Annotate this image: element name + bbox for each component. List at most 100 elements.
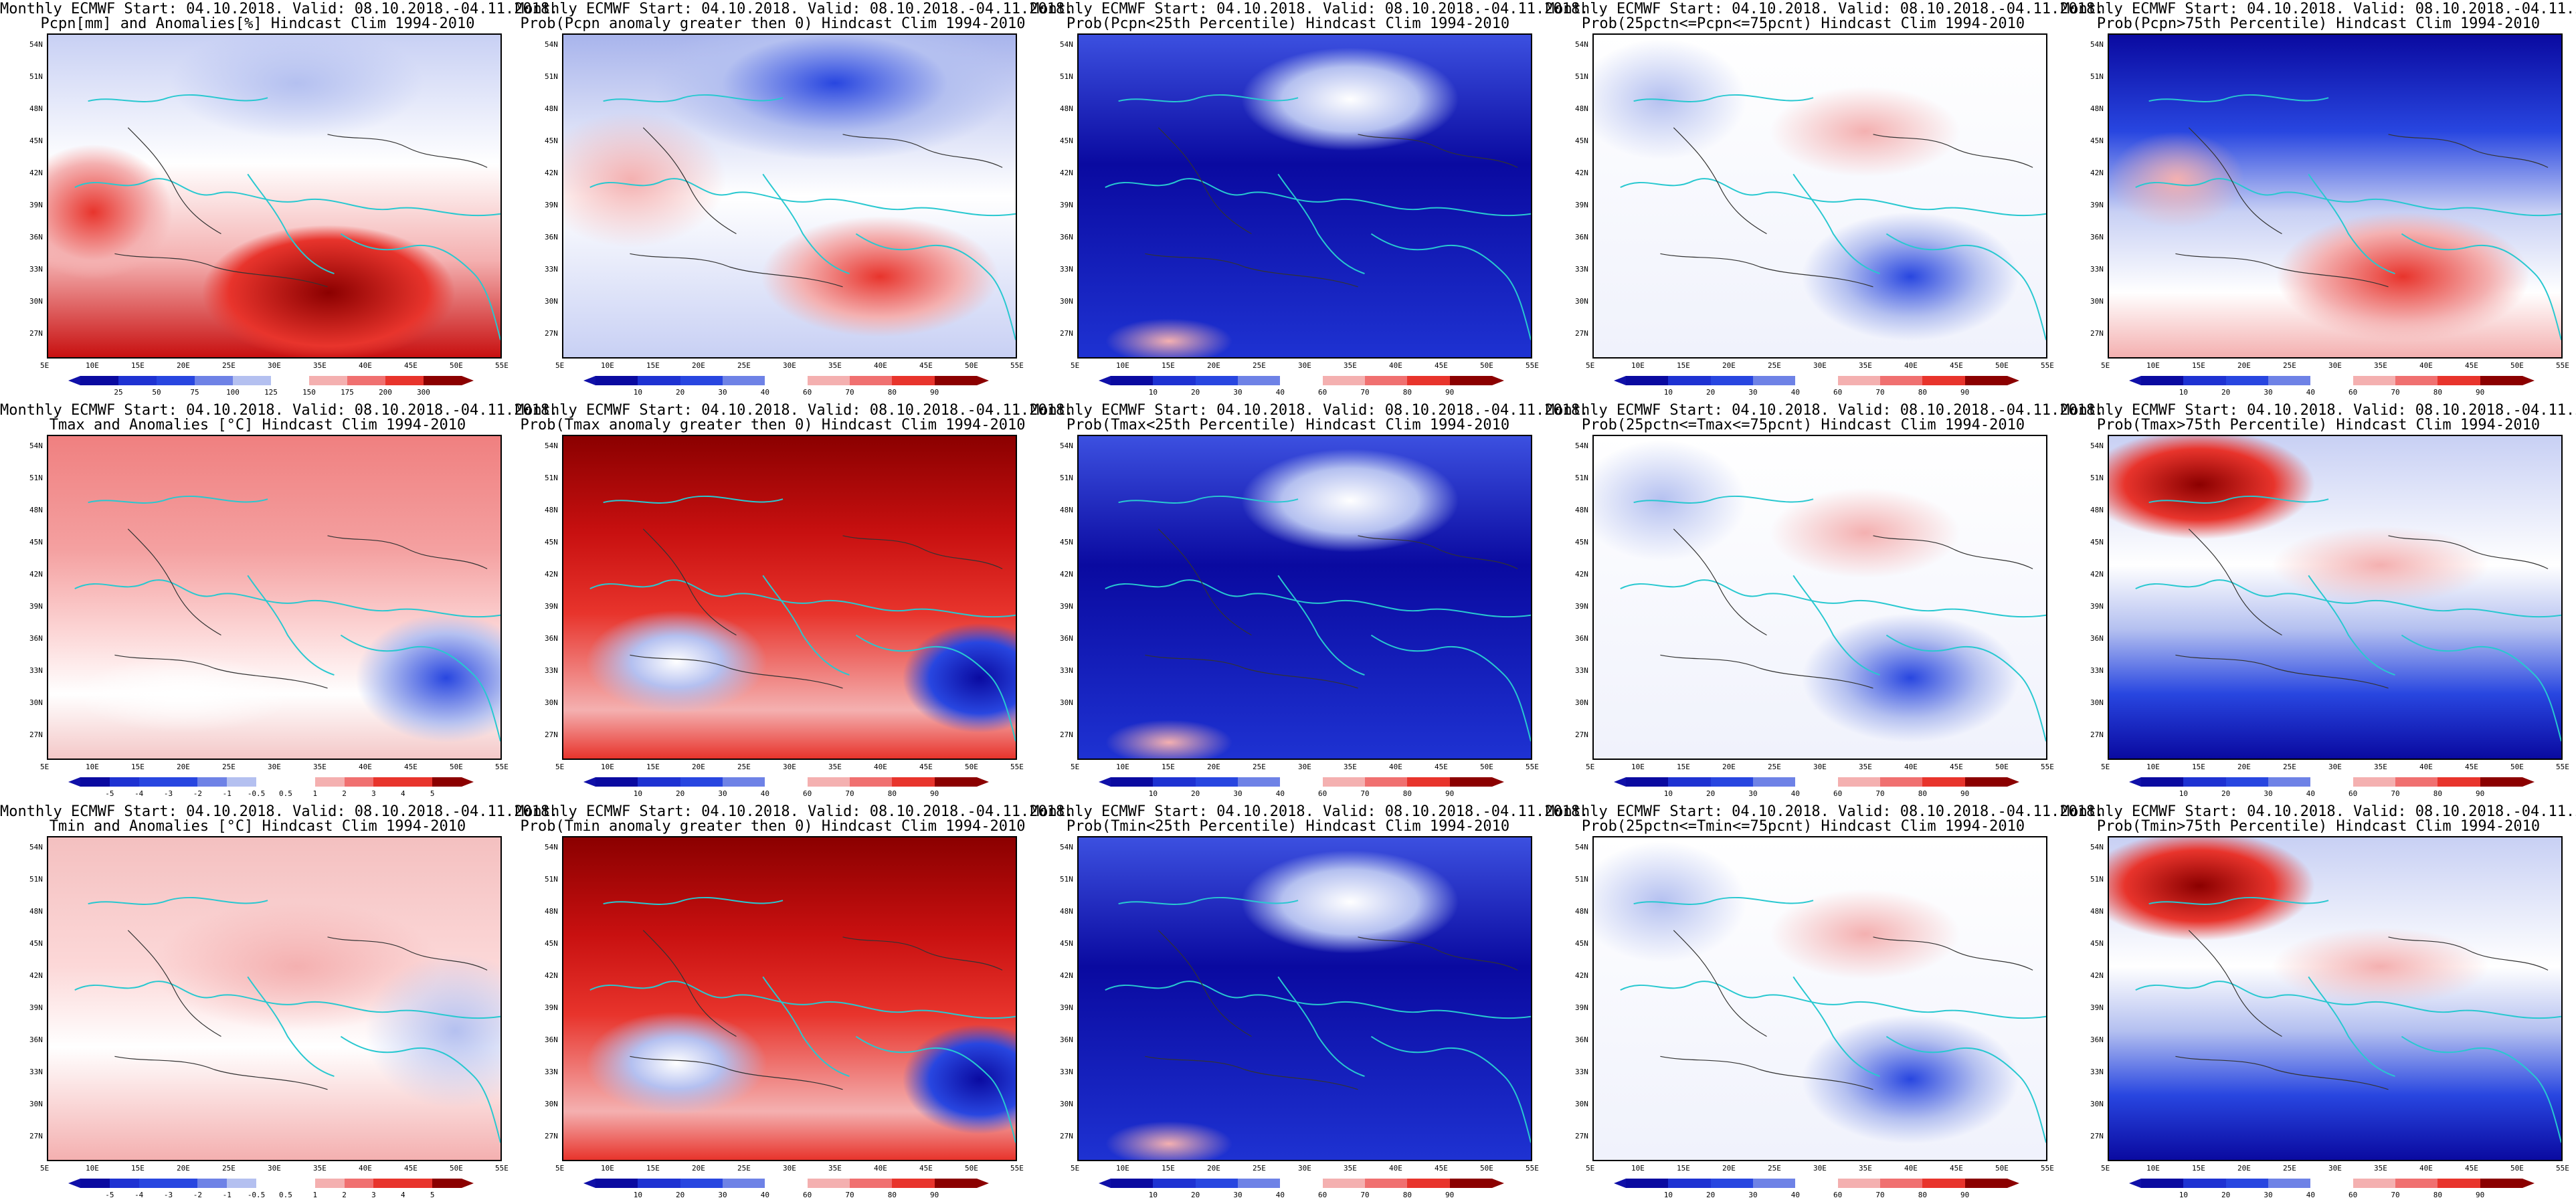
- colorbar-segment: [2395, 376, 2438, 385]
- coastline: [1620, 981, 2046, 1019]
- map-field: [47, 836, 502, 1161]
- colorbar-segment: [1668, 376, 1711, 385]
- panel-title-line1: Monthly ECMWF Start: 04.10.2018. Valid: …: [2061, 803, 2576, 820]
- lat-tick-label: 27N: [29, 730, 43, 739]
- lat-tick-label: 54N: [545, 40, 558, 49]
- colorbar-tick-label: 70: [845, 388, 854, 397]
- colorbar-segment: [432, 777, 462, 787]
- coastline: [74, 178, 500, 217]
- lon-tick-label: 40E: [1904, 1164, 1918, 1173]
- coastline: [1105, 178, 1531, 217]
- lon-tick-label: 15E: [131, 1164, 145, 1173]
- lat-tick-label: 33N: [1575, 265, 1588, 274]
- colorbar: [1099, 777, 1504, 787]
- contour-line: [1145, 253, 1358, 288]
- colorbar-tick-label: 80: [1402, 789, 1412, 798]
- lat-tick-label: 33N: [545, 265, 558, 274]
- contour-line: [1158, 930, 1252, 1037]
- lon-tick-label: 55E: [1526, 361, 1539, 370]
- lat-tick-label: 27N: [29, 1132, 43, 1140]
- lat-tick-label: 27N: [1575, 730, 1588, 739]
- colorbar-min-arrow: [1614, 376, 1626, 385]
- lat-tick-label: 27N: [545, 1132, 558, 1140]
- coastline-overlay: [2135, 94, 2561, 340]
- colorbar-min-arrow: [583, 376, 595, 385]
- lon-tick-label: 25E: [1253, 763, 1266, 771]
- panel-title-line2: Prob(Tmin>75th Percentile) Hindcast Clim…: [2096, 818, 2541, 835]
- lon-tick-label: 55E: [495, 763, 509, 771]
- coastline-overlay: [1620, 94, 2046, 340]
- lon-tick-label: 25E: [1253, 361, 1266, 370]
- contour-line: [1673, 528, 1767, 636]
- coastline: [1105, 579, 1531, 618]
- colorbar-segment: [2395, 777, 2438, 787]
- colorbar-segment: [2395, 1179, 2438, 1188]
- colorbar-segment: [1964, 1179, 2007, 1188]
- lon-tick-label: 20E: [1722, 763, 1736, 771]
- colorbar: [2129, 777, 2535, 787]
- lat-tick-label: 54N: [1575, 441, 1588, 450]
- lon-tick-label: 30E: [1813, 763, 1827, 771]
- coastline: [1792, 575, 1880, 676]
- coastline: [589, 178, 1016, 217]
- contour-line: [642, 528, 737, 636]
- coastline: [855, 1035, 1016, 1143]
- lat-tick-label: 39N: [1575, 201, 1588, 209]
- lon-tick-label: 35E: [828, 361, 842, 370]
- lat-tick-label: 51N: [2090, 72, 2104, 81]
- lon-tick-label: 25E: [222, 1164, 236, 1173]
- colorbar-tick-label: 80: [1402, 388, 1412, 397]
- colorbar-min-arrow: [2129, 376, 2141, 385]
- lat-tick-label: 39N: [545, 1003, 558, 1012]
- lat-tick-label: 36N: [545, 634, 558, 643]
- lat-tick-label: 33N: [29, 265, 43, 274]
- lon-tick-label: 55E: [2041, 763, 2054, 771]
- lat-tick-label: 36N: [29, 233, 43, 241]
- lat-tick-label: 30N: [1060, 698, 1073, 707]
- coastline: [2148, 495, 2329, 504]
- lat-tick-label: 27N: [2090, 1132, 2104, 1140]
- lon-tick-label: 45E: [1950, 361, 1963, 370]
- contour-line: [1158, 127, 1252, 235]
- map-panel: Monthly ECMWF Start: 04.10.2018. Valid: …: [1030, 803, 1588, 1204]
- lat-tick-label: 51N: [545, 72, 558, 81]
- colorbar-tick-label: 10: [1663, 388, 1673, 397]
- coastline: [1370, 233, 1531, 340]
- colorbar-segment: [1879, 1179, 1923, 1188]
- lat-tick-label: 48N: [545, 104, 558, 113]
- colorbar-segment: [680, 1179, 723, 1188]
- lon-tick-label: 55E: [1010, 1164, 1024, 1173]
- colorbar-max-arrow: [2007, 777, 2019, 787]
- colorbar-tick-label: -2: [193, 789, 202, 798]
- coastline: [1885, 1035, 2046, 1143]
- coastline: [74, 981, 500, 1019]
- lat-tick-label: 42N: [29, 971, 43, 980]
- colorbar-segment: [256, 777, 286, 787]
- colorbar-tick-label: 40: [760, 388, 769, 397]
- lat-tick-label: 27N: [1060, 730, 1073, 739]
- colorbar-min-arrow: [2129, 777, 2141, 787]
- coastline: [589, 981, 1016, 1019]
- lat-tick-label: 39N: [1060, 1003, 1073, 1012]
- lat-tick-label: 39N: [1575, 1003, 1588, 1012]
- lat-tick-label: 51N: [2090, 875, 2104, 884]
- lon-tick-label: 25E: [737, 763, 751, 771]
- coastline: [1620, 178, 2046, 217]
- colorbar-min-arrow: [1614, 1179, 1626, 1188]
- colorbar-segment: [1668, 1179, 1711, 1188]
- colorbar: [1099, 376, 1504, 385]
- contour-line: [1145, 654, 1358, 689]
- lon-tick-label: 25E: [1253, 1164, 1266, 1173]
- lon-tick-label: 40E: [2419, 1164, 2433, 1173]
- colorbar-tick-label: 90: [2476, 1191, 2485, 1199]
- lat-tick-label: 51N: [1060, 72, 1073, 81]
- lat-tick-label: 42N: [2090, 169, 2104, 177]
- lat-tick-label: 39N: [1060, 602, 1073, 611]
- contour-line: [327, 535, 488, 569]
- colorbar-tick-label: 1: [312, 789, 318, 798]
- colorbar-segment: [2437, 777, 2480, 787]
- coastline: [1118, 94, 1299, 102]
- contour-line: [1145, 1056, 1358, 1090]
- lat-tick-label: 45N: [545, 136, 558, 145]
- colorbar: [1099, 1179, 1504, 1188]
